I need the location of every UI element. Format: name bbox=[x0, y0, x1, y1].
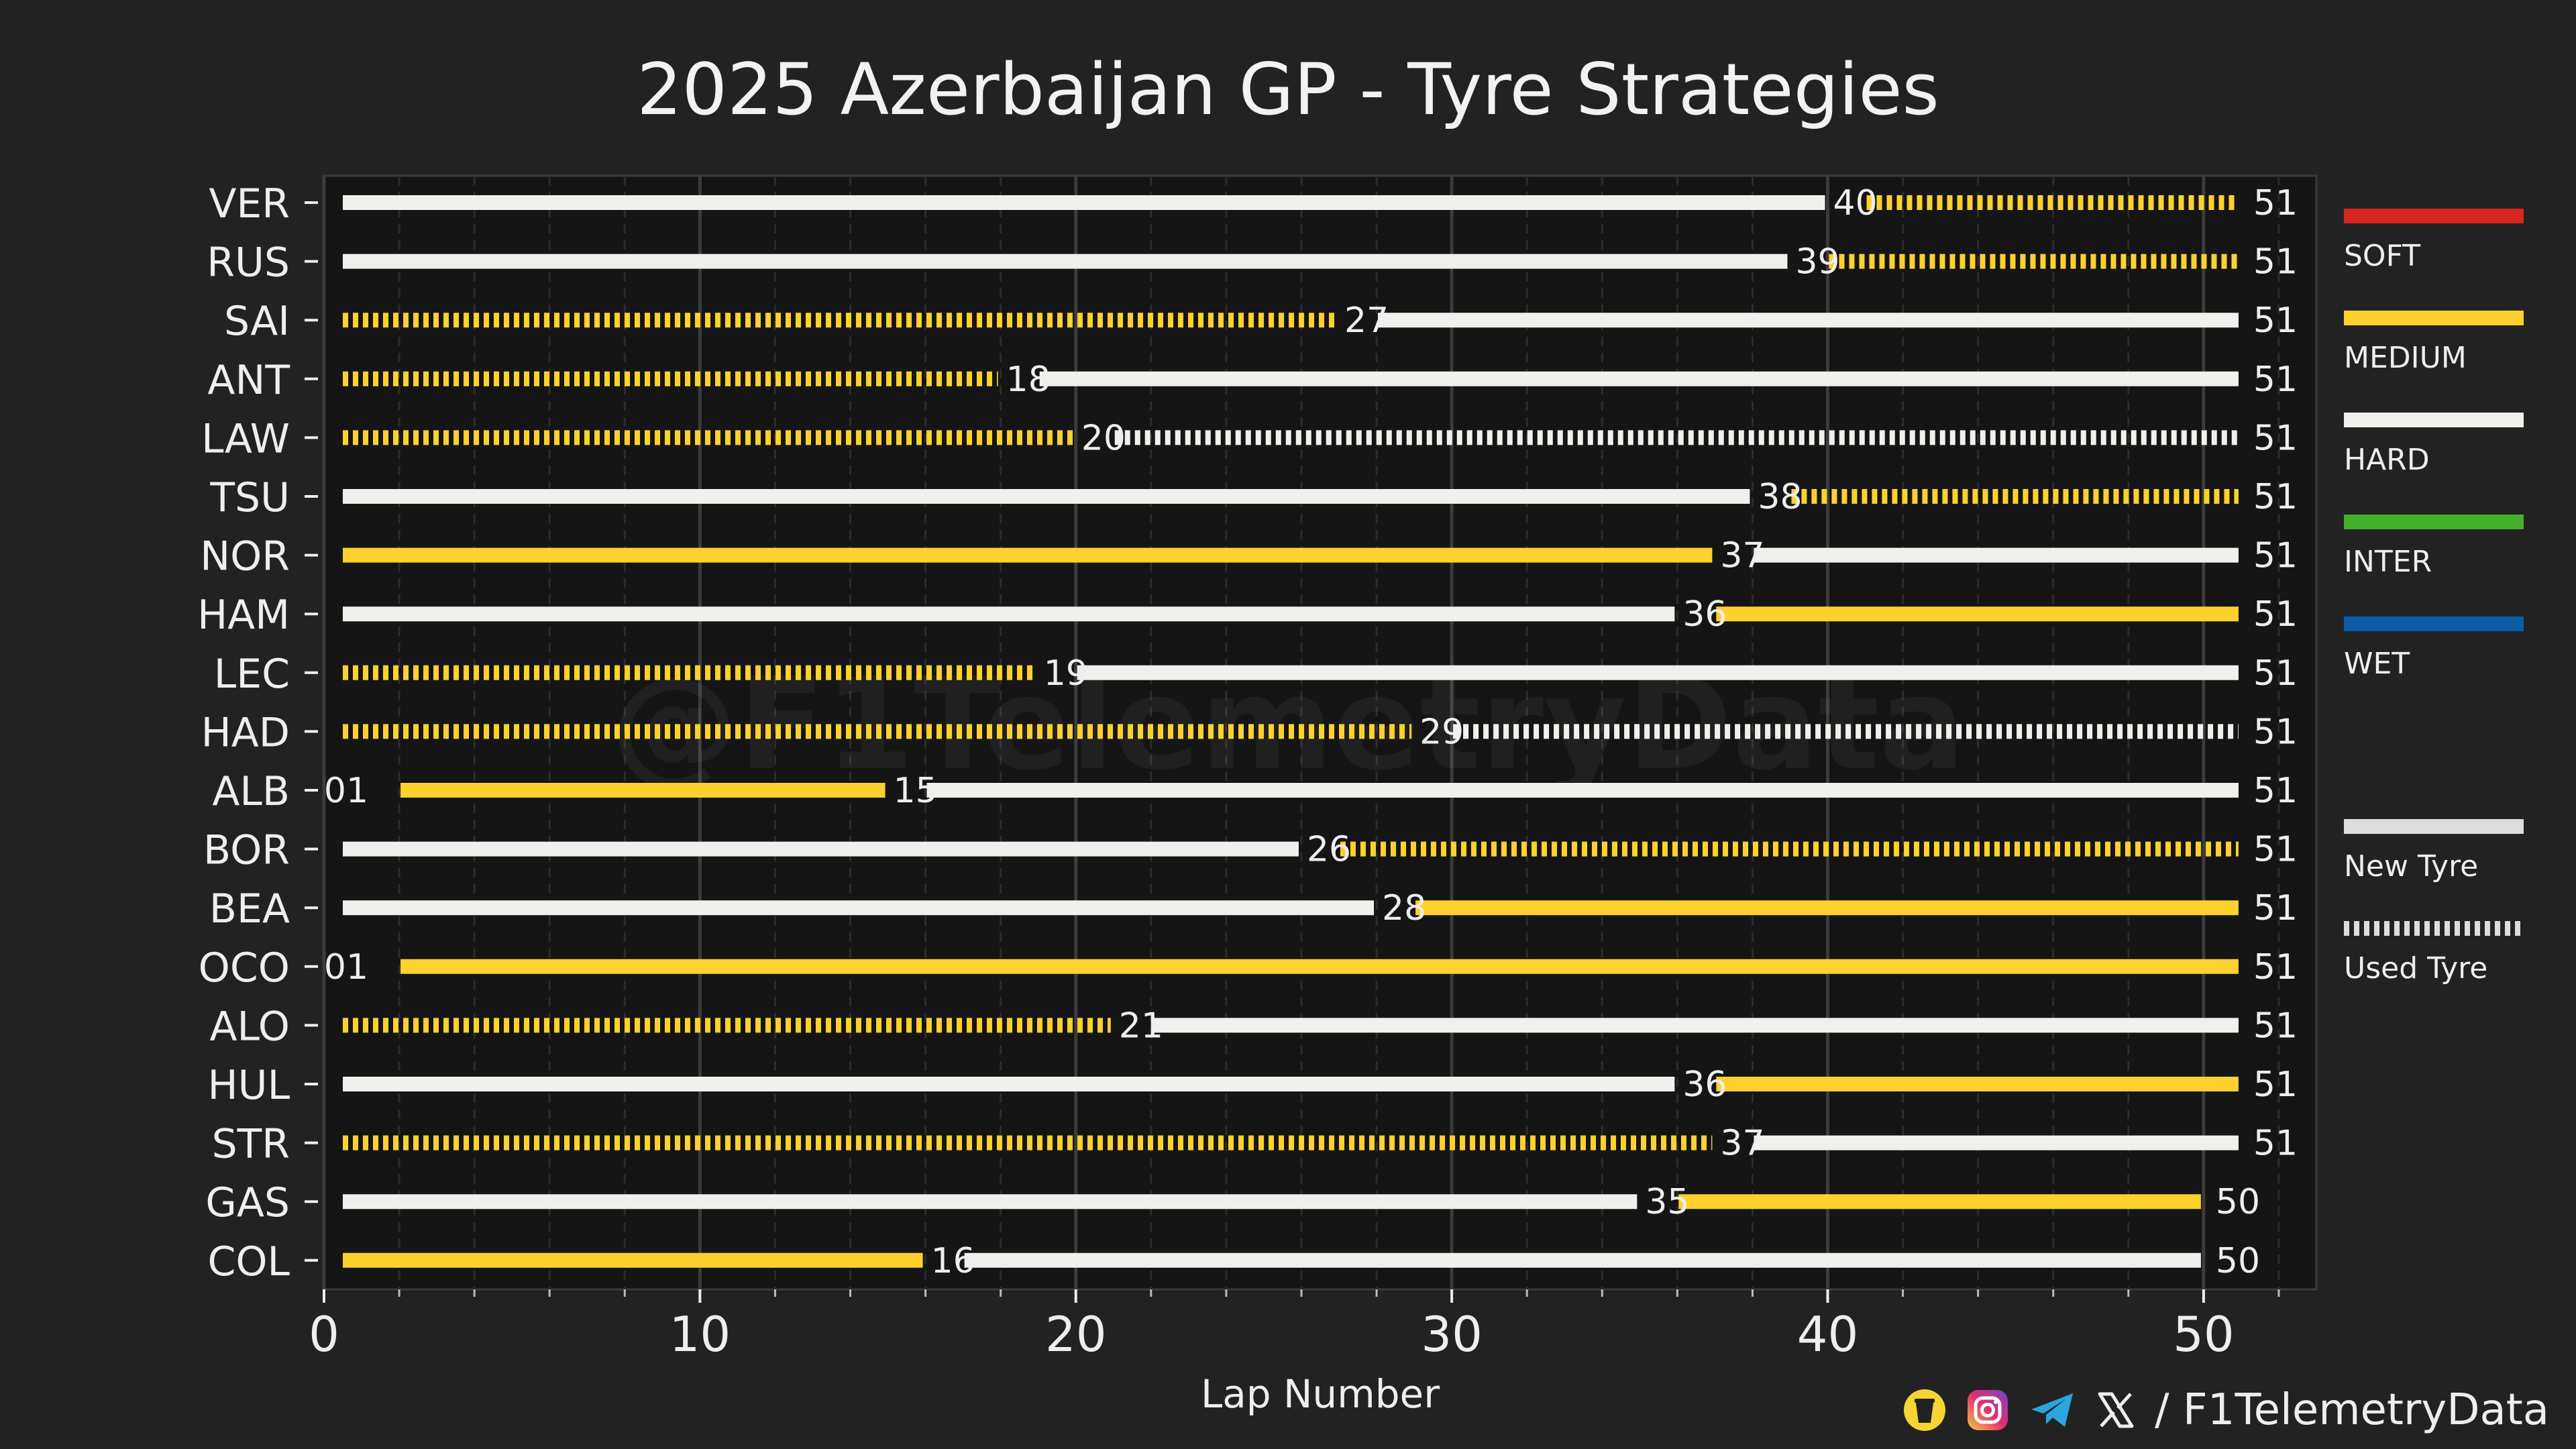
stint-end-label: 51 bbox=[2253, 888, 2298, 928]
x-tick-label: 0 bbox=[309, 1306, 339, 1362]
driver-label: HAM bbox=[197, 592, 290, 639]
driver-label: HUL bbox=[208, 1062, 290, 1109]
x-axis-label: Lap Number bbox=[1201, 1371, 1440, 1417]
x-tick-label: 10 bbox=[669, 1306, 731, 1362]
driver-label: ALB bbox=[212, 768, 290, 815]
stint-end-label: 18 bbox=[1006, 360, 1051, 400]
instagram-icon[interactable] bbox=[1966, 1388, 2010, 1432]
driver-label: ALO bbox=[209, 1003, 290, 1050]
stint-end-label: 16 bbox=[931, 1241, 975, 1281]
driver-label: VER bbox=[209, 180, 290, 227]
stint-end-label: 51 bbox=[2253, 477, 2298, 517]
stint-end-label: 51 bbox=[2253, 418, 2298, 458]
driver-label: COL bbox=[207, 1238, 290, 1285]
stint-end-label: 21 bbox=[1119, 1006, 1163, 1046]
telegram-icon[interactable] bbox=[2029, 1388, 2077, 1432]
buymeacoffee-icon[interactable] bbox=[1902, 1388, 1947, 1432]
stint-end-label: 35 bbox=[1645, 1182, 1689, 1222]
driver-label: BOR bbox=[203, 827, 290, 874]
legend-label: New Tyre bbox=[2344, 849, 2478, 883]
legend-label: SOFT bbox=[2344, 239, 2420, 273]
legend-label: Used Tyre bbox=[2344, 951, 2487, 985]
stint-end-label: 38 bbox=[1758, 477, 1802, 517]
stint-end-label: 51 bbox=[2253, 712, 2298, 752]
stint-end-label: 27 bbox=[1344, 301, 1389, 341]
footer: / F1TelemetryData bbox=[1902, 1383, 2549, 1437]
stint-end-label: 28 bbox=[1382, 888, 1426, 928]
stint-end-label: 50 bbox=[2216, 1182, 2260, 1222]
x-icon[interactable] bbox=[2096, 1390, 2136, 1430]
stint-end-label: 37 bbox=[1720, 536, 1764, 576]
x-tick-label: 50 bbox=[2173, 1306, 2235, 1362]
stint-end-label: 36 bbox=[1682, 594, 1727, 635]
stint-end-label: 50 bbox=[2216, 1241, 2260, 1281]
legend-label: MEDIUM bbox=[2344, 341, 2467, 375]
driver-label: OCO bbox=[199, 945, 290, 991]
chart-title: 2025 Azerbaijan GP - Tyre Strategies bbox=[637, 48, 1939, 131]
stint-end-label: 26 bbox=[1307, 830, 1351, 870]
driver-label: STR bbox=[212, 1121, 290, 1168]
stint-end-label: 36 bbox=[1682, 1065, 1727, 1105]
driver-label: GAS bbox=[205, 1179, 290, 1226]
legend-label: HARD bbox=[2344, 443, 2430, 477]
stint-end-label: 39 bbox=[1795, 242, 1839, 282]
stint-end-label: 40 bbox=[1833, 183, 1878, 223]
stint-end-label: 51 bbox=[2253, 183, 2298, 223]
x-tick-label: 30 bbox=[1421, 1306, 1483, 1362]
stint-start-label: 01 bbox=[324, 947, 368, 987]
stint-end-label: 51 bbox=[2253, 947, 2298, 987]
stint-end-label: 51 bbox=[2253, 242, 2298, 282]
x-tick-label: 20 bbox=[1045, 1306, 1107, 1362]
stint-end-label: 51 bbox=[2253, 1065, 2298, 1105]
legend-label: WET bbox=[2344, 647, 2410, 681]
stint-end-label: 51 bbox=[2253, 653, 2298, 694]
stint-end-label: 20 bbox=[1081, 418, 1126, 458]
stint-end-label: 15 bbox=[894, 771, 938, 811]
stint-end-label: 29 bbox=[1419, 712, 1464, 752]
driver-label: SAI bbox=[224, 298, 290, 345]
footer-handle[interactable]: / F1TelemetryData bbox=[2155, 1385, 2549, 1435]
stint-end-label: 51 bbox=[2253, 301, 2298, 341]
driver-label: RUS bbox=[207, 239, 290, 286]
stint-end-label: 51 bbox=[2253, 830, 2298, 870]
stint-end-label: 37 bbox=[1720, 1124, 1764, 1164]
driver-label: HAD bbox=[201, 709, 290, 756]
legend-label: INTER bbox=[2344, 545, 2432, 579]
driver-label: NOR bbox=[200, 533, 290, 580]
x-tick-label: 40 bbox=[1797, 1306, 1859, 1362]
stint-end-label: 51 bbox=[2253, 1006, 2298, 1046]
driver-label: TSU bbox=[209, 474, 290, 521]
stint-end-label: 51 bbox=[2253, 360, 2298, 400]
driver-label: BEA bbox=[209, 885, 290, 932]
stint-end-label: 51 bbox=[2253, 536, 2298, 576]
stint-end-label: 51 bbox=[2253, 771, 2298, 811]
driver-label: LEC bbox=[214, 651, 290, 698]
stint-start-label: 01 bbox=[324, 771, 368, 811]
stint-end-label: 19 bbox=[1044, 653, 1088, 694]
driver-label: LAW bbox=[201, 415, 290, 462]
stint-end-label: 51 bbox=[2253, 594, 2298, 635]
stint-end-label: 51 bbox=[2253, 1124, 2298, 1164]
driver-label: ANT bbox=[207, 357, 290, 404]
